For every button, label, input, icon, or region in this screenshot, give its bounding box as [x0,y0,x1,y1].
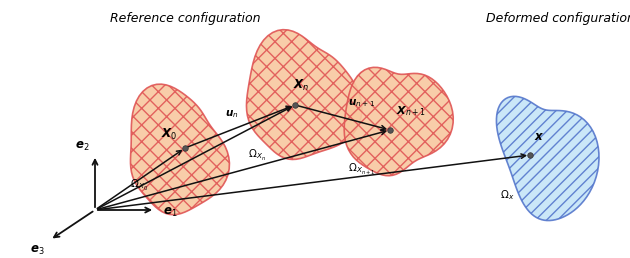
Text: $\boldsymbol{u}_{n+1}$: $\boldsymbol{u}_{n+1}$ [348,98,375,109]
Polygon shape [246,30,362,159]
Text: $\boldsymbol{x}$: $\boldsymbol{x}$ [534,130,544,143]
Text: $\boldsymbol{X}_{n+1}$: $\boldsymbol{X}_{n+1}$ [396,104,426,118]
Text: $\Omega_x$: $\Omega_x$ [500,188,514,202]
Polygon shape [344,67,453,176]
Text: $\boldsymbol{u}_n$: $\boldsymbol{u}_n$ [225,109,239,120]
Polygon shape [496,96,599,221]
Polygon shape [130,84,229,215]
Text: Deformed configuration: Deformed configuration [486,12,630,25]
Text: $\boldsymbol{e}_2$: $\boldsymbol{e}_2$ [76,140,90,153]
Text: $\Omega_{X_0}$: $\Omega_{X_0}$ [130,178,148,193]
Text: $\boldsymbol{e}_3$: $\boldsymbol{e}_3$ [30,244,45,257]
Text: $\Omega_{X_n}$: $\Omega_{X_n}$ [248,148,266,163]
Text: $\boldsymbol{e}_1$: $\boldsymbol{e}_1$ [163,205,178,219]
Text: $\Omega_{X_{n+1}}$: $\Omega_{X_{n+1}}$ [348,162,375,177]
Text: $\boldsymbol{X}_n$: $\boldsymbol{X}_n$ [293,78,309,93]
Text: $\boldsymbol{X}_0$: $\boldsymbol{X}_0$ [161,127,177,142]
Text: Reference configuration: Reference configuration [110,12,260,25]
